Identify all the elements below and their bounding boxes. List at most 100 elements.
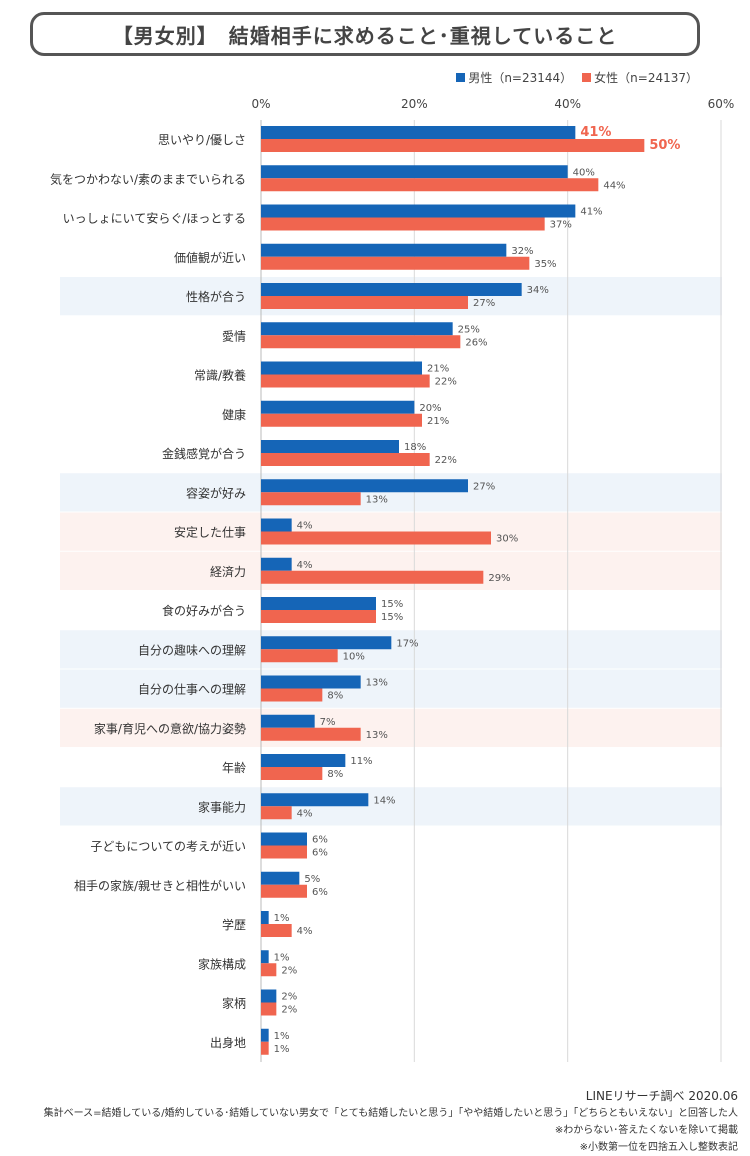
legend-swatch-female	[582, 73, 592, 82]
value-label-female: 13%	[366, 494, 388, 505]
value-label-female: 22%	[435, 377, 457, 388]
footer-note-excluded: ※わからない･答えたくないを除いて掲載	[554, 1125, 738, 1136]
bar-male	[261, 126, 576, 139]
category-label: 安定した仕事	[174, 525, 246, 540]
bar-male	[261, 557, 292, 571]
bar-male	[261, 675, 361, 689]
value-label-female: 4%	[297, 926, 313, 937]
value-label-female: 50%	[649, 138, 680, 153]
bar-male	[261, 950, 269, 964]
value-label-male: 5%	[304, 874, 320, 885]
category-label: 相手の家族/親せきと相性がいい	[74, 878, 246, 893]
bar-female	[261, 570, 484, 584]
bar-male	[261, 283, 522, 296]
bar-female	[261, 139, 645, 152]
category-label: 経済力	[210, 564, 246, 579]
value-label-male: 1%	[274, 913, 290, 924]
chart-title: 【男女別】 結婚相手に求めること･重視していること	[112, 23, 618, 48]
source-text: LINEリサーチ調べ 2020.06	[585, 1089, 738, 1103]
bar-male	[261, 518, 292, 532]
bar-female	[261, 296, 468, 309]
value-label-female: 29%	[488, 573, 510, 584]
x-tick-label: 0%	[251, 97, 270, 111]
footer-note-rounding: ※小数第一位を四捨五入し整数表記	[579, 1142, 738, 1153]
value-label-male: 4%	[297, 560, 313, 571]
bar-male	[261, 793, 369, 807]
value-label-male: 7%	[320, 717, 336, 728]
legend-item-male: 男性（n=23144）	[456, 69, 572, 86]
value-label-female: 6%	[312, 887, 328, 898]
value-label-male: 15%	[381, 599, 403, 610]
bar-male	[261, 322, 453, 336]
bar-chart: 0% 20% 40% 60% 思いやり/優しさ 41% 50% 気をつかわない/素のままでいら…	[50, 97, 734, 1062]
value-label-male: 13%	[366, 678, 388, 689]
bar-female	[261, 492, 361, 506]
bar-male	[261, 871, 300, 885]
value-label-female: 1%	[274, 1044, 290, 1055]
value-label-female: 8%	[327, 769, 343, 780]
value-label-female: 2%	[281, 1005, 297, 1016]
bar-male	[261, 243, 507, 257]
category-label: 子どもについての考えが近い	[90, 839, 246, 854]
category-label: 愛情	[222, 329, 246, 343]
category-label: 気をつかわない/素のままでいられる	[50, 171, 246, 186]
category-label: 性格が合う	[186, 289, 246, 304]
legend-label-male: 男性（n=23144）	[468, 71, 573, 85]
footer-note-base: 集計ベース=結婚している/婚約している･結婚していない男女で「とても結婚したいと…	[43, 1108, 738, 1119]
value-label-female: 15%	[381, 612, 403, 623]
bar-male	[261, 361, 422, 375]
bar-female	[261, 727, 361, 741]
x-tick-label: 20%	[401, 97, 428, 111]
bar-female	[261, 884, 307, 898]
category-label: 自分の趣味への理解	[138, 642, 246, 657]
bar-male	[261, 989, 277, 1003]
value-label-female: 30%	[496, 534, 518, 545]
value-label-male: 41%	[580, 125, 611, 140]
bar-female	[261, 531, 491, 545]
bar-male	[261, 1028, 269, 1042]
category-label: 食の好みが合う	[162, 603, 246, 618]
value-label-female: 8%	[327, 691, 343, 702]
highlight-band	[60, 708, 722, 747]
value-label-female: 44%	[603, 180, 625, 191]
bar-female	[261, 963, 277, 977]
value-label-male: 18%	[404, 442, 426, 453]
value-label-male: 14%	[373, 795, 395, 806]
bar-female	[261, 1041, 269, 1055]
bar-male	[261, 165, 568, 179]
bar-male	[261, 754, 346, 767]
value-label-male: 41%	[580, 207, 602, 218]
bar-female	[261, 1002, 277, 1016]
chart-title-box: 【男女別】 結婚相手に求めること･重視していること	[30, 12, 700, 56]
bar-male	[261, 597, 376, 610]
category-label: いっしょにいて安らぐ/ほっとする	[63, 211, 246, 226]
legend-label-female: 女性（n=24137）	[594, 71, 698, 85]
bar-female	[261, 217, 545, 231]
category-label: 健康	[222, 407, 246, 422]
bar-female	[261, 413, 422, 427]
bar-male	[261, 479, 468, 493]
bar-female	[261, 610, 376, 623]
bar-male	[261, 832, 307, 846]
bar-female	[261, 767, 323, 780]
value-label-male: 21%	[427, 364, 449, 375]
value-label-male: 20%	[419, 403, 441, 414]
legend-item-female: 女性（n=24137）	[582, 69, 698, 86]
category-label: 家事能力	[198, 799, 246, 814]
category-label: 価値観が近い	[174, 250, 246, 265]
value-label-female: 22%	[435, 455, 457, 466]
legend-swatch-male	[456, 73, 466, 82]
highlight-band	[60, 669, 722, 708]
category-label: 常識/教養	[194, 368, 246, 383]
bar-male	[261, 440, 399, 453]
bar-female	[261, 845, 307, 859]
category-label: 家事/育児への意欲/協力姿勢	[94, 721, 246, 736]
value-label-male: 1%	[274, 952, 290, 963]
value-label-male: 2%	[281, 992, 297, 1003]
value-label-female: 6%	[312, 848, 328, 859]
value-label-male: 27%	[473, 481, 495, 492]
value-label-male: 1%	[274, 1031, 290, 1042]
bar-female	[261, 649, 338, 663]
category-label: 出身地	[210, 1035, 246, 1050]
value-label-female: 35%	[534, 259, 556, 270]
